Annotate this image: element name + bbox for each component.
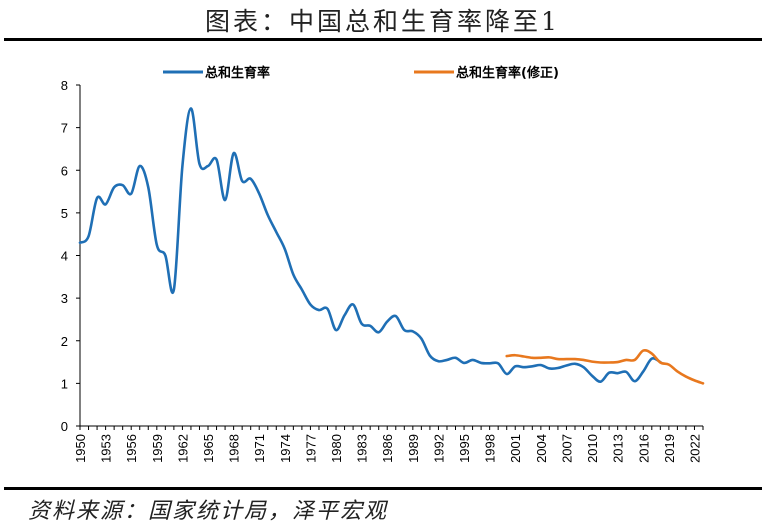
x-tick-label: 1992 [431, 434, 446, 463]
x-tick-label: 1956 [124, 434, 139, 463]
x-tick-label: 1953 [99, 434, 114, 463]
y-tick-label: 7 [61, 121, 68, 136]
series-line-2 [505, 348, 705, 385]
x-tick-label: 1962 [175, 434, 190, 463]
y-tick-label: 3 [61, 291, 68, 306]
x-tick-label: 2007 [559, 434, 574, 463]
x-tick-label: 1965 [201, 434, 216, 463]
x-tick-label: 1989 [406, 434, 421, 463]
x-tick-label: 1998 [483, 434, 498, 463]
source-note: 资料来源：国家统计局，泽平宏观 [28, 499, 389, 524]
series-group [78, 107, 705, 385]
x-tick-label: 1968 [227, 434, 242, 463]
legend: 总和生育率 总和生育率(修正) [163, 65, 559, 81]
x-tick-label: 2001 [508, 434, 523, 463]
chart-area: 总和生育率 总和生育率(修正) 0 1 2 3 4 5 6 7 8 1950 1953 1956 195… [61, 65, 705, 463]
y-tick-label: 5 [61, 206, 68, 221]
x-tick-label: 1959 [150, 434, 165, 463]
series-line-1 [78, 107, 662, 383]
x-tick-label: 1995 [457, 434, 472, 463]
x-tick-label: 2013 [611, 434, 626, 463]
legend-label-series-1: 总和生育率 [205, 65, 270, 81]
x-tick-label: 1971 [252, 434, 267, 463]
y-tick-label: 8 [61, 78, 68, 93]
x-tick-label: 2004 [534, 434, 549, 463]
x-tick-label: 1983 [355, 434, 370, 463]
bottom-rule [4, 487, 762, 490]
x-tick-label: 1980 [329, 434, 344, 463]
y-tick-label: 1 [61, 376, 68, 391]
x-tick-label: 1974 [278, 434, 293, 463]
top-rule [4, 38, 762, 41]
axes: 0 1 2 3 4 5 6 7 8 1950 1953 1956 1959 1962 1965 1968 197… [61, 78, 704, 463]
y-tick-label: 6 [61, 163, 68, 178]
x-tick-label: 1986 [380, 434, 395, 463]
legend-label-series-2: 总和生育率(修正) [456, 65, 559, 81]
x-tick-label: 2016 [636, 434, 651, 463]
x-tick-label: 2022 [687, 434, 702, 463]
y-tick-label: 2 [61, 334, 68, 349]
x-tick-label: 1950 [73, 434, 88, 463]
chart-title: 图表：中国总和生育率降至1 [205, 7, 560, 36]
y-tick-label: 0 [61, 419, 68, 434]
x-tick-label: 2010 [585, 434, 600, 463]
x-tick-label: 2019 [662, 434, 677, 463]
y-tick-label: 4 [61, 249, 68, 264]
x-tick-label: 1977 [303, 434, 318, 463]
